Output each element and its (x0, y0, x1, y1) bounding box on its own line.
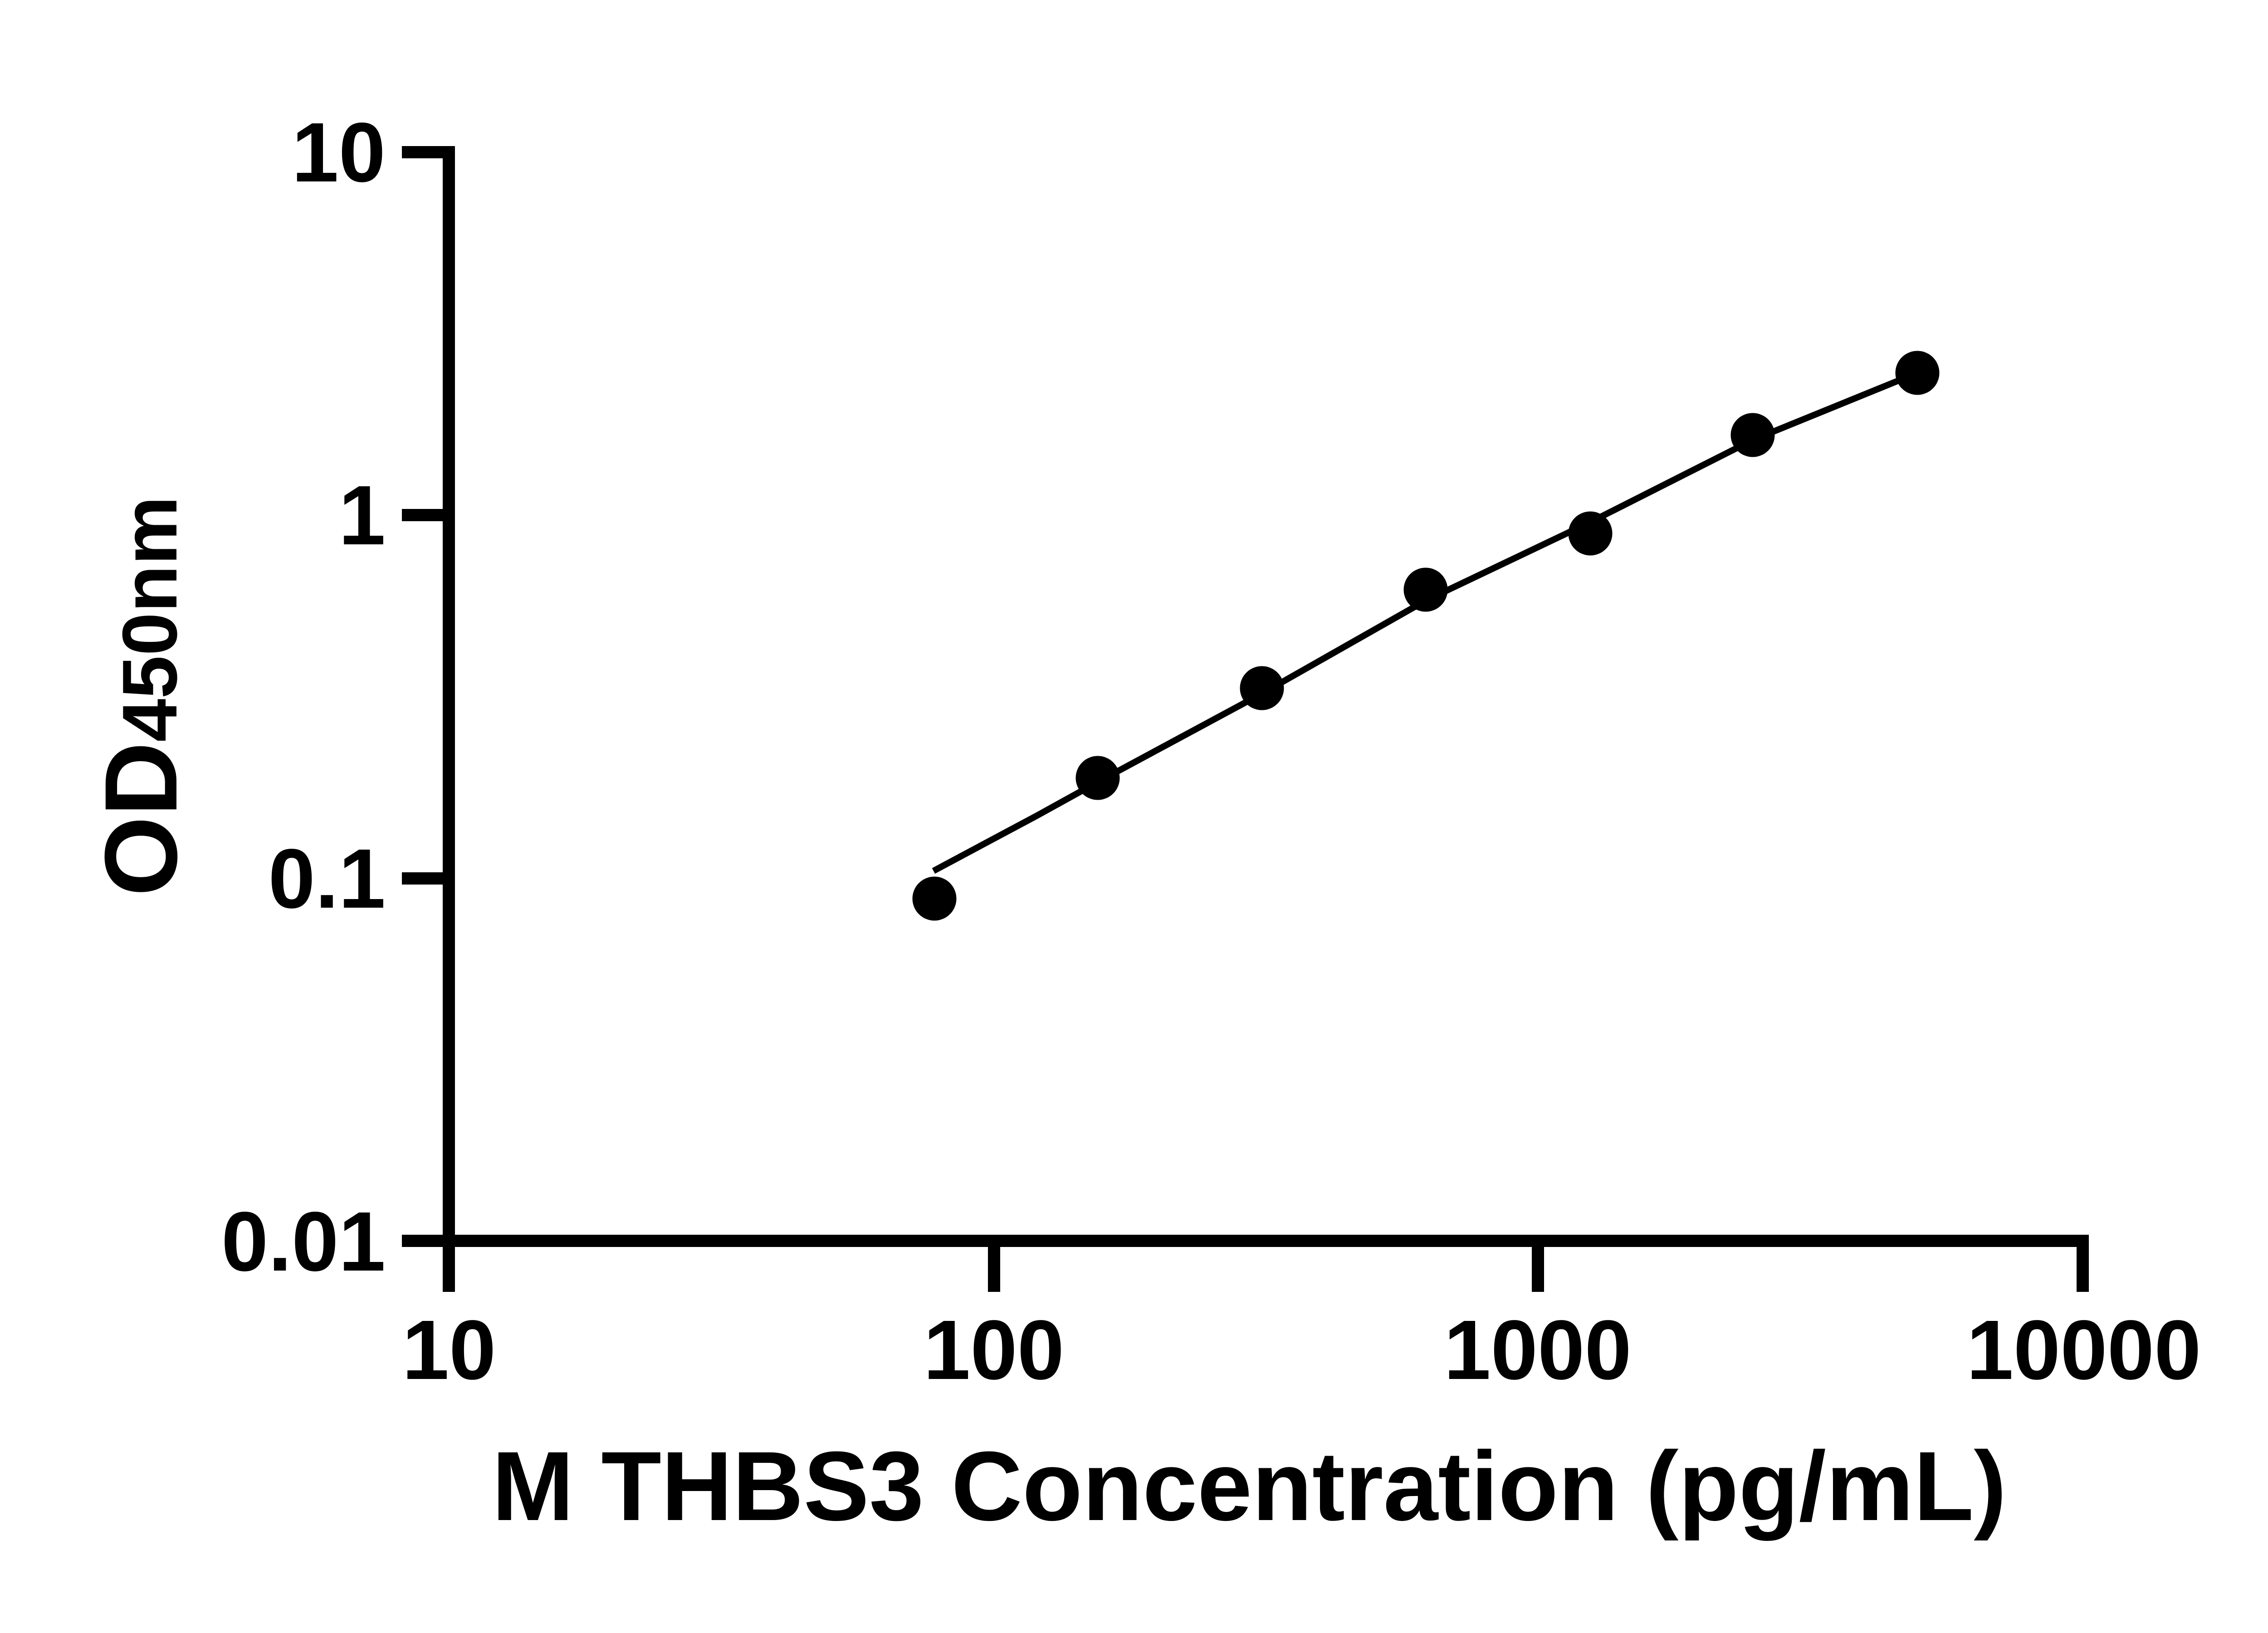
svg-text:10: 10 (402, 1303, 496, 1397)
svg-text:1000: 1000 (1444, 1303, 1632, 1397)
svg-text:0.01: 0.01 (221, 1195, 386, 1289)
svg-text:OD450nm: OD450nm (84, 496, 199, 896)
svg-text:100: 100 (924, 1303, 1064, 1397)
svg-text:10000: 10000 (1966, 1303, 2201, 1397)
svg-text:M THBS3 Concentration (pg/mL): M THBS3 Concentration (pg/mL) (492, 1431, 2006, 1541)
svg-text:1: 1 (339, 469, 386, 562)
svg-text:0.1: 0.1 (268, 832, 386, 926)
svg-text:10: 10 (292, 106, 386, 200)
